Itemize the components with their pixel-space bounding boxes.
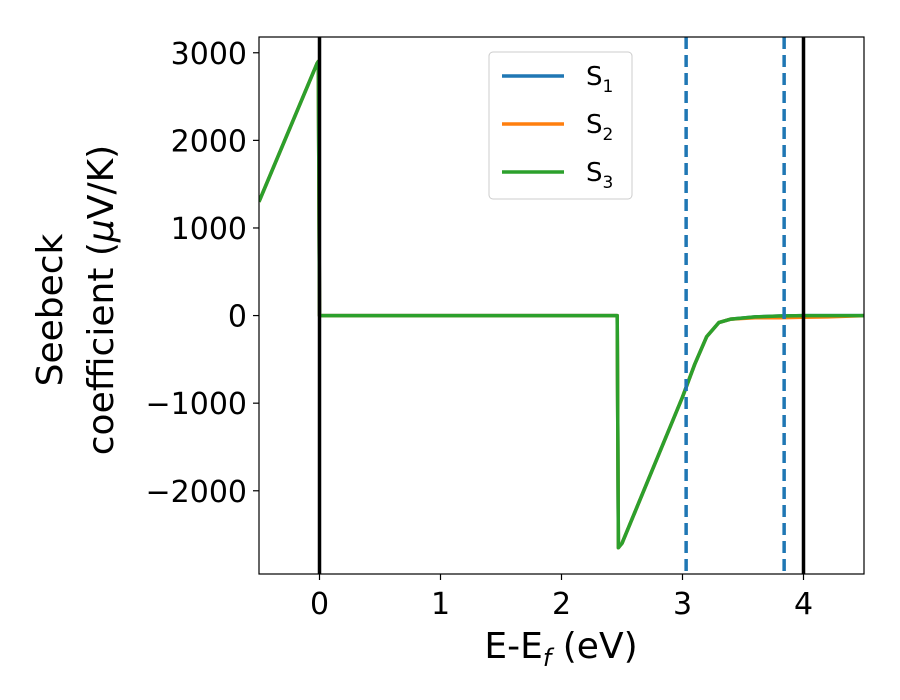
y-tick-label: −1000	[146, 387, 247, 422]
y-axis-label-line1: Seebeck	[30, 233, 71, 386]
y-tick-label: 2000	[171, 124, 247, 159]
y-tick-label: 1000	[171, 212, 247, 247]
y-tick-label: 0	[228, 300, 247, 335]
x-tick-label: 0	[310, 587, 329, 622]
legend-label-2: S2	[586, 110, 613, 145]
vertical-lines	[317, 37, 806, 574]
x-axis-label: E-Ef (eV)	[484, 626, 637, 672]
x-tick-label: 2	[552, 587, 571, 622]
x-tick-label: 3	[673, 587, 692, 622]
y-tick-label: 3000	[171, 37, 247, 72]
y-axis-ticks: −2000 −1000 0 1000 2000 3000	[146, 37, 259, 510]
legend-label-1: S1	[586, 62, 613, 97]
legend: S1 S2 S3	[488, 51, 633, 200]
x-axis-ticks: 0 1 2 3 4	[310, 574, 813, 622]
y-axis-label-line2: coefficient (μV/K)	[81, 145, 122, 455]
legend-label-3: S3	[586, 158, 613, 193]
y-tick-label: −2000	[146, 475, 247, 510]
x-tick-label: 4	[794, 587, 813, 622]
x-tick-label: 1	[431, 587, 450, 622]
